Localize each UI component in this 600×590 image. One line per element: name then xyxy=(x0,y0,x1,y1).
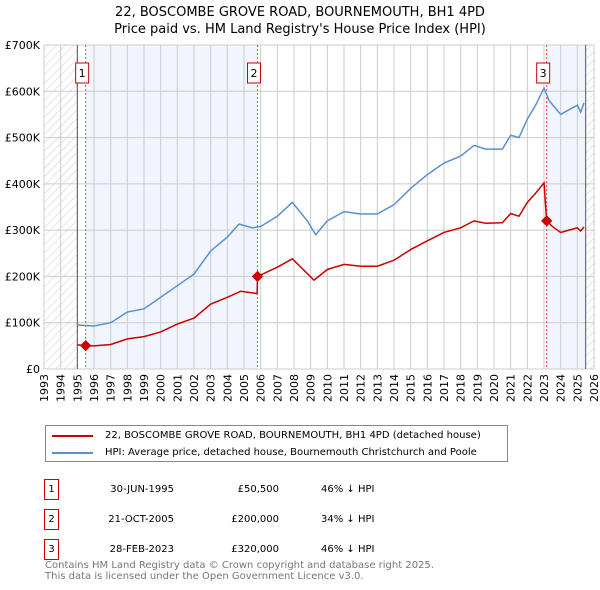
hpi-line xyxy=(77,86,585,327)
legend-item-hpi: HPI: Average price, detached house, Bour… xyxy=(46,445,477,460)
price-chart: 1993 1994 1995 1996 1997 1998 1999 2000 2001 2002… xyxy=(5,39,600,402)
sale-date: 28-FEB-2023 xyxy=(109,543,174,555)
shaded-band xyxy=(85,45,258,369)
x-tick-label: 2002 xyxy=(188,374,201,402)
x-tick-label: 2016 xyxy=(421,374,434,402)
y-tick-label: £300K xyxy=(5,224,41,237)
legend-item-property: 22, BOSCOMBE GROVE ROAD, BOURNEMOUTH, BH… xyxy=(46,428,481,443)
title-line-1: 22, BOSCOMBE GROVE ROAD, BOURNEMOUTH, BH… xyxy=(115,5,485,20)
x-tick-label: 2005 xyxy=(238,374,251,402)
x-tick-label: 1996 xyxy=(88,374,101,402)
x-tick-label: 2010 xyxy=(321,374,334,402)
x-tick-label: 2022 xyxy=(521,374,534,402)
table-row: 1 30-JUN-1995 £50,500 46% ↓ HPI xyxy=(44,474,431,504)
x-tick-label: 1998 xyxy=(121,374,134,402)
sale-marker-label: 2 xyxy=(44,508,59,530)
x-tick-label: 2021 xyxy=(505,374,518,402)
sale-label: 1 xyxy=(79,67,86,80)
sale-marker-label: 3 xyxy=(44,538,59,560)
sale-label-box xyxy=(75,62,90,84)
shaded-band xyxy=(546,45,586,369)
sale-hpi-diff: 46% ↓ HPI xyxy=(321,483,375,495)
x-tick-label: 2006 xyxy=(255,374,268,402)
y-tick-label: £0 xyxy=(26,363,40,376)
footer-licence: This data is licensed under the Open Gov… xyxy=(45,571,364,582)
x-tick-label: 2013 xyxy=(371,374,384,402)
x-tick-label: 1993 xyxy=(38,374,51,402)
table-row: 3 28-FEB-2023 £320,000 46% ↓ HPI xyxy=(44,534,431,564)
x-tick-label: 2011 xyxy=(338,374,351,402)
hatched-region-after xyxy=(585,45,594,369)
table-row: 2 21-OCT-2005 £200,000 34% ↓ HPI xyxy=(44,504,431,534)
sale-date: 21-OCT-2005 xyxy=(108,513,174,525)
sale-label: 2 xyxy=(251,67,258,80)
sale-date: 30-JUN-1995 xyxy=(110,483,174,495)
sale-point xyxy=(251,270,264,283)
x-tick-label: 2026 xyxy=(588,374,600,402)
footer: Contains HM Land Registry data © Crown c… xyxy=(45,560,434,582)
legend-label-property: 22, BOSCOMBE GROVE ROAD, BOURNEMOUTH, BH… xyxy=(105,430,481,441)
sale-hpi-diff: 34% ↓ HPI xyxy=(321,513,375,525)
sale-hpi-diff: 46% ↓ HPI xyxy=(321,543,375,555)
x-tick-label: 2020 xyxy=(488,374,501,402)
sale-point xyxy=(541,215,553,227)
x-tick-label: 1997 xyxy=(105,374,118,402)
x-tick-label: 2003 xyxy=(205,374,218,402)
sale-label: 3 xyxy=(540,67,547,80)
sale-label-box xyxy=(247,62,261,84)
y-tick-label: £700K xyxy=(5,39,41,52)
x-tick-label: 2015 xyxy=(405,374,418,402)
x-tick-label: 2009 xyxy=(305,374,318,402)
x-tick-label: 2017 xyxy=(438,374,451,402)
chart-title: 22, BOSCOMBE GROVE ROAD, BOURNEMOUTH, BH… xyxy=(0,4,600,38)
x-tick-label: 2024 xyxy=(555,374,568,402)
legend-swatch-red xyxy=(52,434,93,437)
legend-label-hpi: HPI: Average price, detached house, Bour… xyxy=(105,447,477,458)
y-tick-label: £500K xyxy=(5,132,41,145)
x-tick-label: 1995 xyxy=(71,374,84,402)
sales-table: 1 30-JUN-1995 £50,500 46% ↓ HPI 2 21-OCT-200… xyxy=(44,474,431,564)
x-tick-label: 1999 xyxy=(138,374,151,402)
x-tick-label: 2012 xyxy=(355,374,368,402)
sale-price: £320,000 xyxy=(231,543,279,555)
x-tick-label: 2000 xyxy=(155,374,168,402)
legend: 22, BOSCOMBE GROVE ROAD, BOURNEMOUTH, BH… xyxy=(45,425,508,462)
x-tick-label: 2018 xyxy=(455,374,468,402)
x-tick-label: 2008 xyxy=(288,374,301,402)
sale-label-box xyxy=(536,62,551,84)
y-tick-label: £400K xyxy=(5,178,41,191)
sale-price: £50,500 xyxy=(237,483,279,495)
x-tick-label: 1994 xyxy=(55,374,68,402)
sale-marker-label: 1 xyxy=(44,478,59,500)
legend-swatch-blue xyxy=(52,451,93,454)
x-tick-label: 2007 xyxy=(271,374,284,402)
x-tick-label: 2001 xyxy=(171,374,184,402)
y-tick-label: £100K xyxy=(5,317,41,330)
x-tick-label: 2019 xyxy=(471,374,484,402)
y-tick-label: £200K xyxy=(5,270,41,283)
x-tick-label: 2025 xyxy=(571,374,584,402)
y-tick-label: £600K xyxy=(5,85,41,98)
title-line-2: Price paid vs. HM Land Registry's House … xyxy=(114,22,486,37)
sale-price: £200,000 xyxy=(231,513,279,525)
x-tick-label: 2014 xyxy=(388,374,401,402)
x-tick-label: 2023 xyxy=(538,374,551,402)
x-tick-label: 2004 xyxy=(221,374,234,402)
footer-copyright: Contains HM Land Registry data © Crown c… xyxy=(45,560,434,571)
price-paid-line xyxy=(77,180,585,347)
